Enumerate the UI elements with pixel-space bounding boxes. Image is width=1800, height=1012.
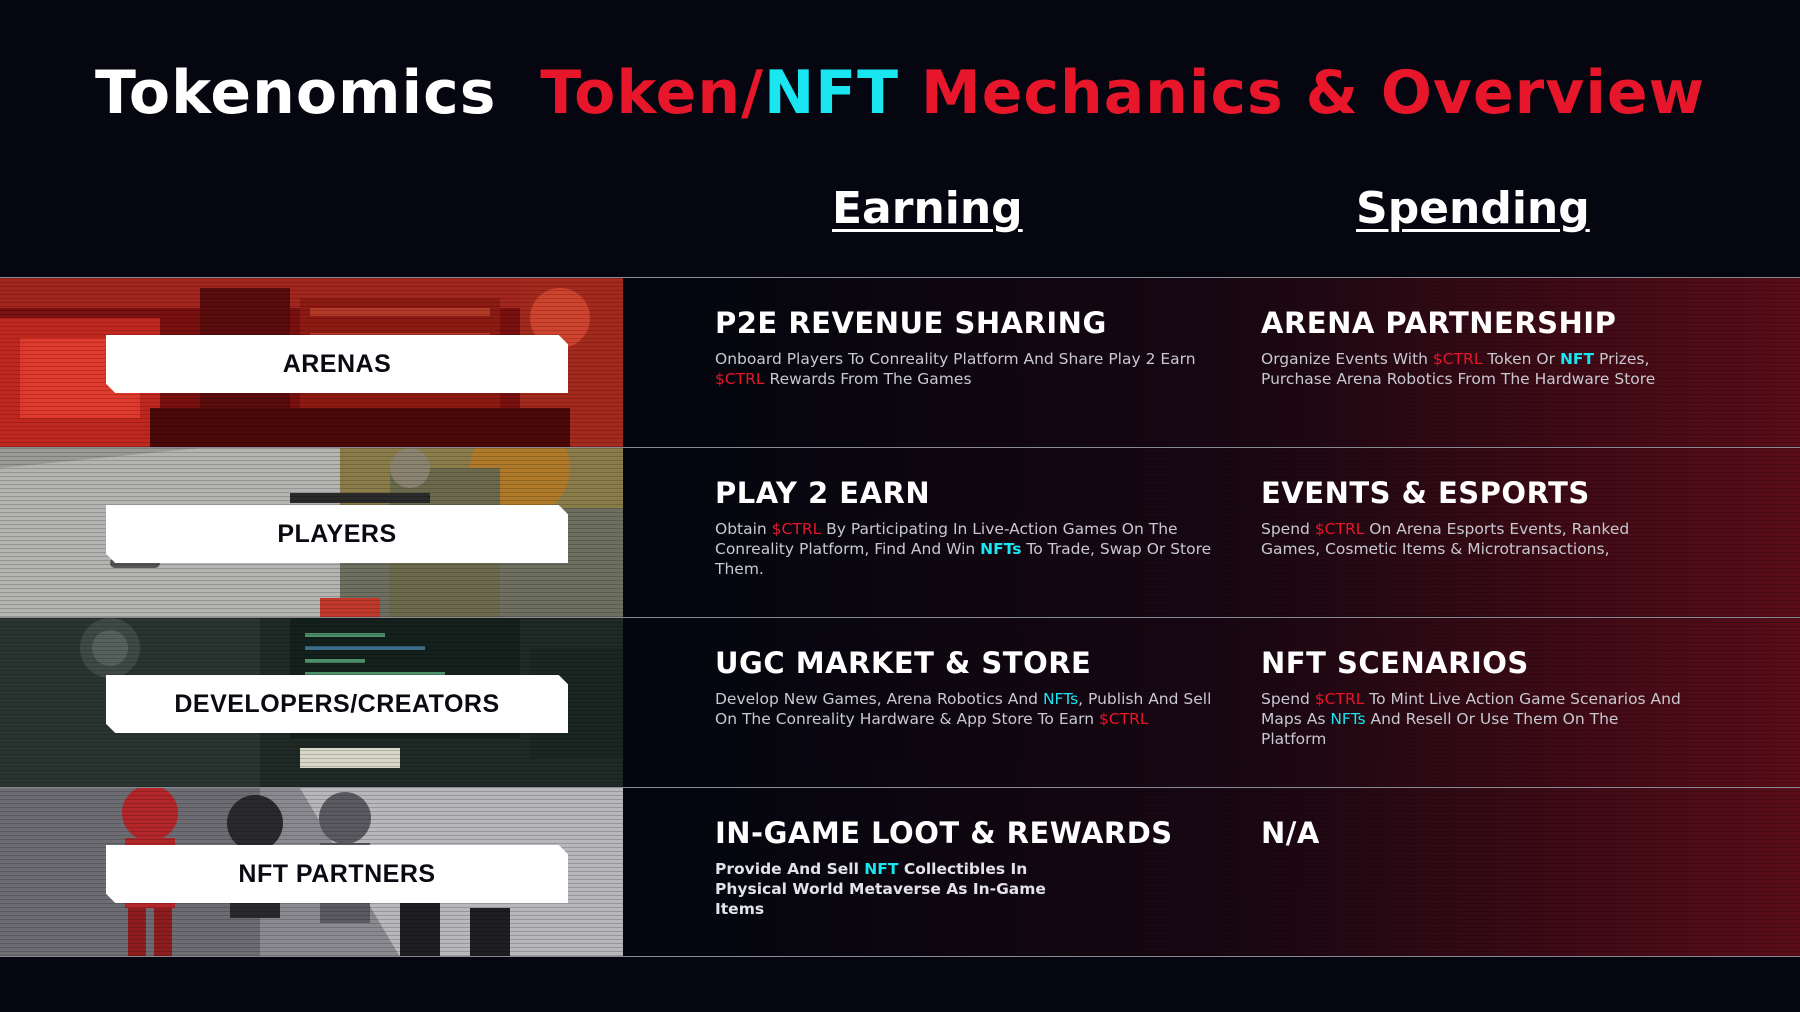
spending-cell-developers: NFT SCENARIOS Spend $CTRL To Mint Live A… bbox=[1261, 646, 1681, 749]
row-label-players: PLAYERS bbox=[106, 505, 568, 563]
spending-title: ARENA PARTNERSHIP bbox=[1261, 306, 1617, 340]
nft-token: NFTs bbox=[1042, 690, 1079, 708]
nft-token: NFTs bbox=[1330, 710, 1366, 728]
table-row-nft-partners: NFT PARTNERS IN-GAME LOOT & REWARDS Prov… bbox=[0, 787, 1800, 957]
row-label-nft-partners: NFT PARTNERS bbox=[106, 845, 568, 903]
title-part-nft: NFT bbox=[763, 58, 900, 128]
table-row-developers: DEVELOPERS/CREATORS UGC MARKET & STORE D… bbox=[0, 617, 1800, 787]
nft-token: NFTs bbox=[980, 540, 1022, 558]
ctrl-token: $CTRL bbox=[771, 520, 822, 538]
earning-cell-arenas: P2E REVENUE SHARING Onboard Players To C… bbox=[715, 306, 1215, 389]
page-title: Tokenomics Token/NFT Mechanics & Overvie… bbox=[0, 58, 1800, 128]
spending-title: NFT SCENARIOS bbox=[1261, 646, 1529, 680]
earning-title: IN-GAME LOOT & REWARDS bbox=[715, 816, 1173, 850]
ctrl-token: $CTRL bbox=[1432, 350, 1483, 368]
row-label-arenas: ARENAS bbox=[106, 335, 568, 393]
column-header-earning: Earning bbox=[832, 183, 1023, 234]
ctrl-token: $CTRL bbox=[1314, 690, 1365, 708]
spending-title: N/A bbox=[1261, 816, 1320, 850]
spending-cell-arenas: ARENA PARTNERSHIP Organize Events With $… bbox=[1261, 306, 1681, 389]
nft-token: NFT bbox=[864, 860, 899, 878]
ctrl-token: $CTRL bbox=[1098, 710, 1149, 728]
earning-description: Provide And Sell NFT Collectibles In Phy… bbox=[715, 860, 1046, 918]
spending-title: EVENTS & ESPORTS bbox=[1261, 476, 1590, 510]
title-part-token: Token/ bbox=[540, 58, 764, 128]
title-part-tokenomics: Tokenomics bbox=[94, 58, 497, 128]
tokenomics-table: ARENAS P2E REVENUE SHARING Onboard Playe… bbox=[0, 277, 1800, 957]
earning-description: Obtain $CTRL By Participating In Live-Ac… bbox=[715, 520, 1212, 578]
earning-cell-developers: UGC MARKET & STORE Develop New Games, Ar… bbox=[715, 646, 1215, 729]
earning-title: UGC MARKET & STORE bbox=[715, 646, 1092, 680]
earning-description: Onboard Players To Conreality Platform A… bbox=[715, 350, 1196, 388]
column-header-spending: Spending bbox=[1356, 183, 1590, 234]
earning-description: Develop New Games, Arena Robotics And NF… bbox=[715, 690, 1212, 728]
spending-cell-nft-partners: N/A bbox=[1261, 816, 1681, 859]
ctrl-token: $CTRL bbox=[715, 370, 765, 388]
spending-cell-players: EVENTS & ESPORTS Spend $CTRL On Arena Es… bbox=[1261, 476, 1681, 559]
spending-description: Spend $CTRL On Arena Esports Events, Ran… bbox=[1261, 520, 1630, 558]
earning-cell-nft-partners: IN-GAME LOOT & REWARDS Provide And Sell … bbox=[715, 816, 1215, 919]
spending-description: Spend $CTRL To Mint Live Action Game Sce… bbox=[1261, 690, 1681, 748]
row-label-developers-creators: DEVELOPERS/CREATORS bbox=[106, 675, 568, 733]
table-row-players: PLAYERS PLAY 2 EARN Obtain $CTRL By Part… bbox=[0, 447, 1800, 617]
earning-title: PLAY 2 EARN bbox=[715, 476, 931, 510]
spending-description: Organize Events With $CTRL Token Or NFT … bbox=[1261, 350, 1656, 388]
earning-cell-players: PLAY 2 EARN Obtain $CTRL By Participatin… bbox=[715, 476, 1215, 579]
earning-title: P2E REVENUE SHARING bbox=[715, 306, 1107, 340]
nft-token: NFT bbox=[1559, 350, 1595, 368]
title-part-mechanics: Mechanics & Overview bbox=[921, 58, 1706, 128]
table-row-arenas: ARENAS P2E REVENUE SHARING Onboard Playe… bbox=[0, 277, 1800, 447]
ctrl-token: $CTRL bbox=[1314, 520, 1365, 538]
